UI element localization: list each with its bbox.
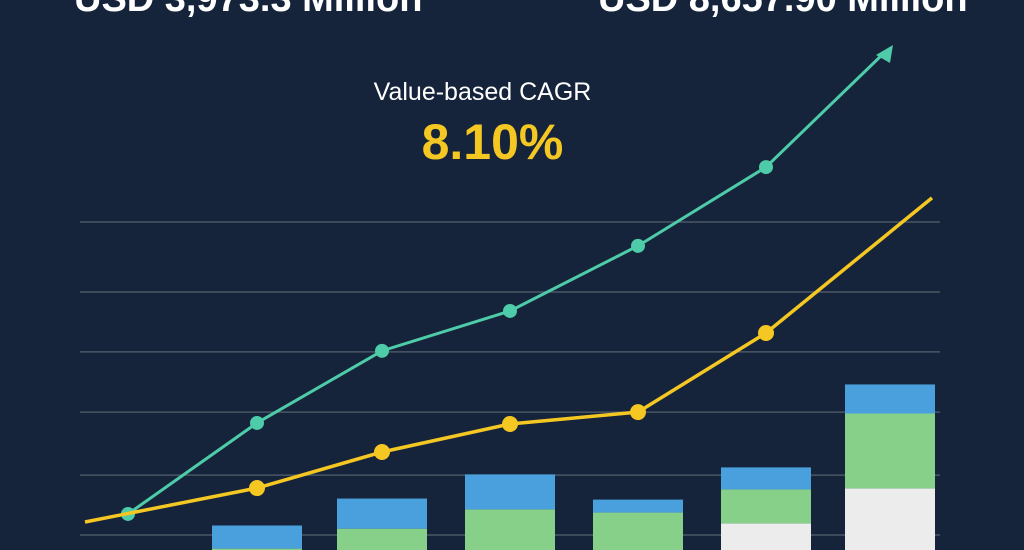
bar-segment-green [337, 528, 427, 550]
cagr-label: Value-based CAGR [373, 78, 592, 106]
yellow-point [502, 416, 518, 432]
bar-segment-green [721, 489, 811, 524]
teal-point [631, 238, 645, 253]
yellow-point [374, 444, 390, 460]
bar-segment-green [465, 509, 555, 550]
bar-segment-blue [212, 525, 302, 549]
arrow-head-icon [876, 45, 893, 63]
teal-point [250, 415, 264, 430]
bar-segment-blue [845, 384, 935, 414]
bar-segment-white [721, 523, 811, 550]
teal-series-line [127, 51, 886, 516]
bar-segment-blue [337, 498, 427, 529]
teal-point [759, 160, 773, 175]
headline-end-value: USD 8,657.90 Million [598, 0, 968, 21]
teal-point [375, 343, 389, 358]
bar-segment-blue [465, 474, 555, 510]
yellow-point [249, 480, 265, 497]
bar-segment-green [845, 413, 935, 489]
bar-segment-blue [721, 467, 811, 490]
headline-start-value: USD 3,973.3 Million [74, 0, 422, 21]
cagr-value: 8.10% [421, 114, 564, 170]
bar-segment-white [845, 488, 935, 550]
teal-point [503, 303, 517, 318]
yellow-point [758, 325, 774, 341]
yellow-point [630, 404, 646, 421]
bar-segment-green [212, 548, 302, 550]
bar-segment-blue [593, 499, 683, 513]
bar-segment-green [593, 512, 683, 550]
